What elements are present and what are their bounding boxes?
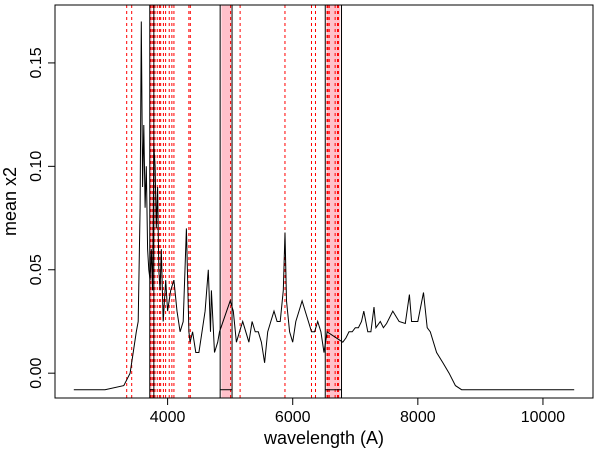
y-tick-label-3: 0.15 xyxy=(28,47,45,78)
x-tick-label-3: 10000 xyxy=(521,409,566,426)
shaded-band-2 xyxy=(326,5,341,398)
x-tick-label-0: 4000 xyxy=(150,409,186,426)
mask-group xyxy=(149,5,343,398)
y-tick-label-0: 0.00 xyxy=(28,358,45,389)
x-axis: 4000 6000 8000 10000 xyxy=(150,398,565,426)
y-axis: 0.00 0.05 0.10 0.15 xyxy=(28,47,55,389)
plot-frame xyxy=(54,4,594,399)
shaded-band-0 xyxy=(149,5,152,398)
series-group xyxy=(73,21,575,391)
x-tick-label-1: 6000 xyxy=(275,409,311,426)
y-axis-label: mean x2 xyxy=(0,167,20,236)
y-tick-label-2: 0.10 xyxy=(28,151,45,182)
x-tick-label-2: 8000 xyxy=(400,409,436,426)
series-line-0 xyxy=(73,21,575,391)
y-tick-label-1: 0.05 xyxy=(28,254,45,285)
shaded-band-1 xyxy=(221,5,231,398)
x-axis-label: wavelength (A) xyxy=(263,428,384,448)
shaded-bands xyxy=(149,5,341,398)
reference-lines xyxy=(126,5,339,398)
